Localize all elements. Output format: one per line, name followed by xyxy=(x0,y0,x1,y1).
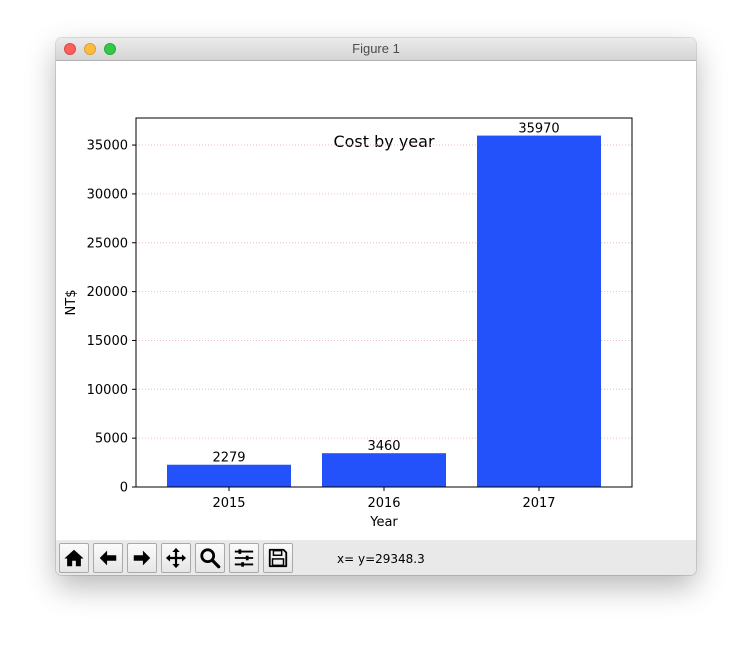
x-axis-ticks: 2015 2016 2017 xyxy=(212,487,556,511)
save-button[interactable] xyxy=(263,543,293,573)
window-title: Figure 1 xyxy=(352,41,400,56)
minimize-window-button[interactable] xyxy=(84,43,96,55)
arrow-left-icon xyxy=(99,550,117,566)
cursor-coordinates: x= y=29348.3 xyxy=(337,552,425,566)
chart-title: Cost by year xyxy=(333,132,434,151)
bar-2017 xyxy=(477,135,601,487)
zoom-button[interactable] xyxy=(195,543,225,573)
bar-2015 xyxy=(167,464,291,487)
y-tick-label: 30000 xyxy=(87,187,128,202)
sliders-icon xyxy=(234,549,254,567)
home-button[interactable] xyxy=(59,543,89,573)
bar-2016 xyxy=(322,453,446,487)
y-tick-label: 20000 xyxy=(87,285,128,300)
configure-subplots-button[interactable] xyxy=(229,543,259,573)
y-tick-label: 0 xyxy=(120,481,128,496)
pan-button[interactable] xyxy=(161,543,191,573)
title-bar: Figure 1 xyxy=(56,38,696,61)
move-icon xyxy=(165,547,187,569)
chart-canvas[interactable]: Cost by year 0 5000 10000 15000 20000 25000 30… xyxy=(56,60,696,540)
home-icon xyxy=(64,549,84,567)
forward-button[interactable] xyxy=(127,543,157,573)
magnifier-icon xyxy=(200,548,221,569)
zoom-window-button[interactable] xyxy=(104,43,116,55)
back-button[interactable] xyxy=(93,543,123,573)
data-label: 35970 xyxy=(518,122,559,137)
floppy-disk-icon xyxy=(268,548,288,568)
data-label: 3460 xyxy=(367,439,400,454)
x-tick-label: 2016 xyxy=(367,496,400,511)
y-tick-label: 35000 xyxy=(87,139,128,154)
y-axis-ticks: 0 5000 10000 15000 20000 25000 30000 35000 xyxy=(87,139,136,496)
y-axis-label: NT$ xyxy=(64,290,79,316)
close-window-button[interactable] xyxy=(64,43,76,55)
bars xyxy=(167,135,601,487)
x-tick-label: 2015 xyxy=(212,496,245,511)
x-tick-label: 2017 xyxy=(522,496,555,511)
y-tick-label: 10000 xyxy=(87,383,128,398)
navigation-toolbar: x= y=29348.3 xyxy=(56,540,696,575)
x-axis-label: Year xyxy=(369,515,398,530)
data-labels: 2279 3460 35970 xyxy=(212,122,559,466)
figure-window: Figure 1 Cost by year 0 5000 10000 15000 200… xyxy=(56,38,696,575)
y-tick-label: 25000 xyxy=(87,236,128,251)
data-label: 2279 xyxy=(212,451,245,466)
y-tick-label: 15000 xyxy=(87,334,128,349)
y-tick-label: 5000 xyxy=(95,432,128,447)
arrow-right-icon xyxy=(133,550,151,566)
